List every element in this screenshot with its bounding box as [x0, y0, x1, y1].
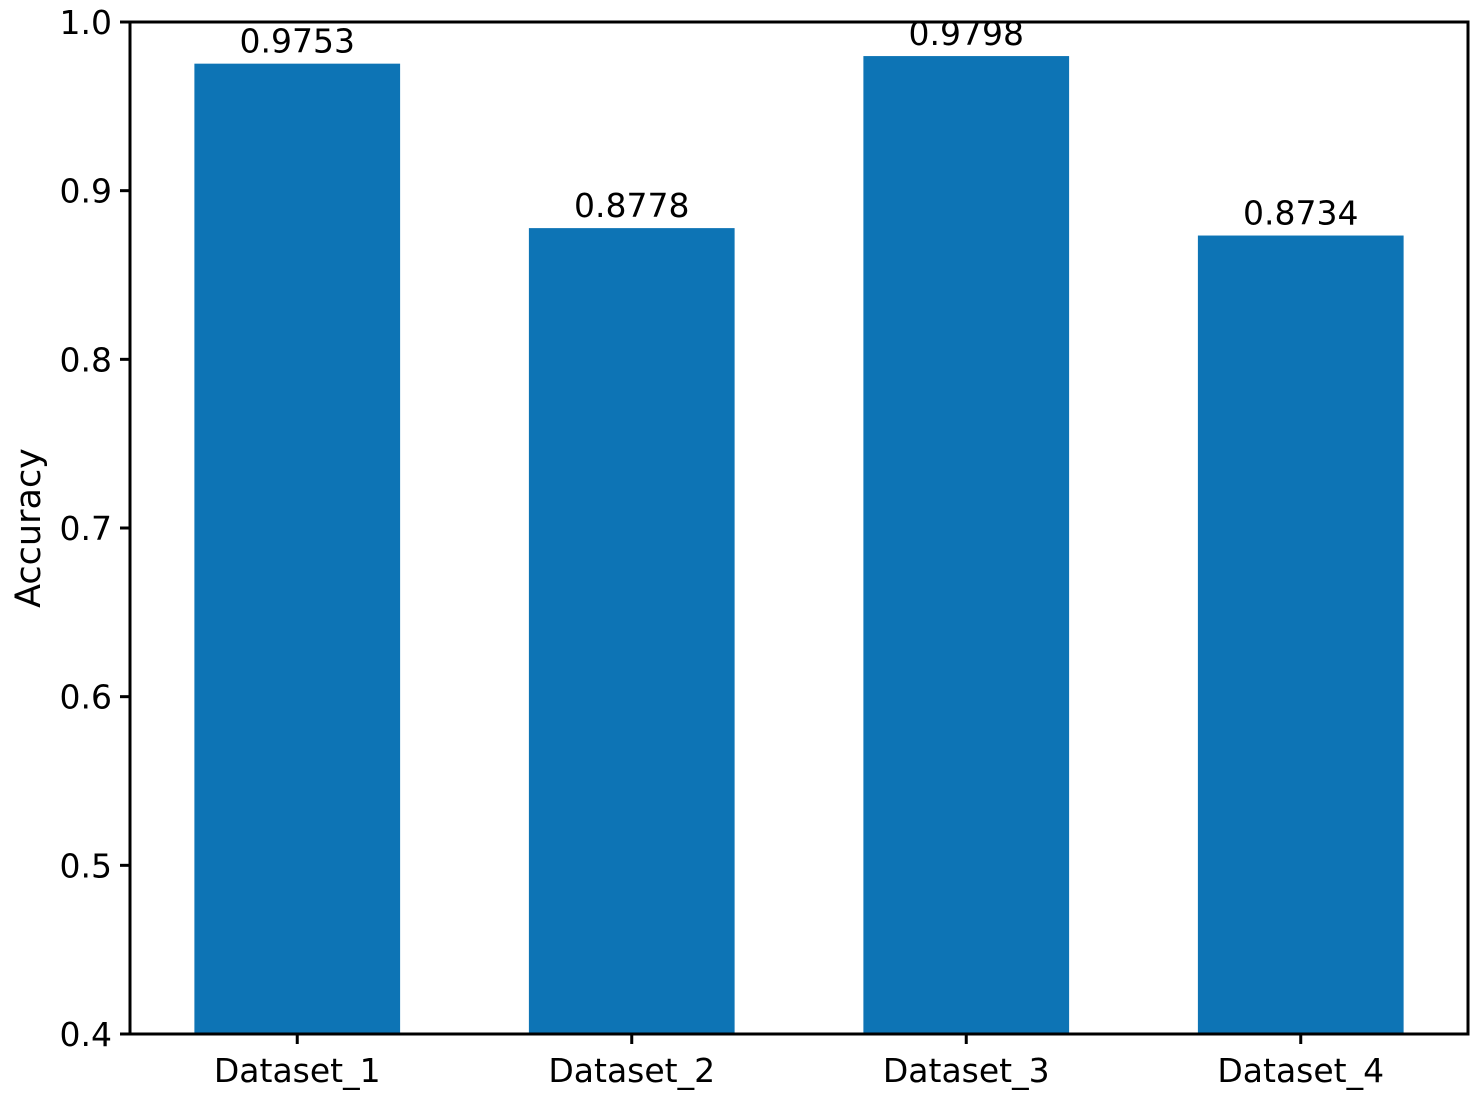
bar-value-label: 0.8734	[1243, 194, 1358, 233]
y-tick-label: 0.5	[60, 846, 112, 885]
bars-group	[194, 56, 1404, 1035]
bar-dataset_2	[528, 228, 735, 1035]
y-tick-label: 0.6	[60, 678, 112, 717]
value-labels-group: 0.9753 0.8778 0.9798 0.8734	[240, 14, 1359, 232]
x-tick-label: Dataset_3	[883, 1051, 1050, 1090]
y-tick-label: 1.0	[60, 3, 112, 42]
x-tick-label: Dataset_1	[214, 1051, 381, 1090]
y-tick-label: 0.4	[60, 1015, 112, 1054]
bar-value-label: 0.9798	[909, 14, 1024, 53]
y-axis-label: Accuracy	[9, 448, 49, 608]
bar-dataset_1	[194, 63, 401, 1035]
bar-dataset_3	[863, 56, 1070, 1034]
bar-dataset_4	[1197, 235, 1404, 1035]
y-tick-label: 0.8	[60, 340, 112, 379]
x-axis-ticks-group: Dataset_1 Dataset_2 Dataset_3 Dataset_4	[214, 1034, 1384, 1090]
y-tick-label: 0.7	[60, 509, 112, 548]
y-tick-label: 0.9	[60, 172, 112, 211]
bar-value-label: 0.9753	[240, 22, 355, 61]
y-axis-ticks-group: 0.4 0.5 0.6 0.7 0.8 0.9 1.0	[60, 3, 130, 1054]
x-tick-label: Dataset_2	[548, 1051, 715, 1090]
x-tick-label: Dataset_4	[1217, 1051, 1384, 1090]
plot-frame	[128, 20, 1470, 1036]
bar-value-label: 0.8778	[574, 186, 689, 225]
